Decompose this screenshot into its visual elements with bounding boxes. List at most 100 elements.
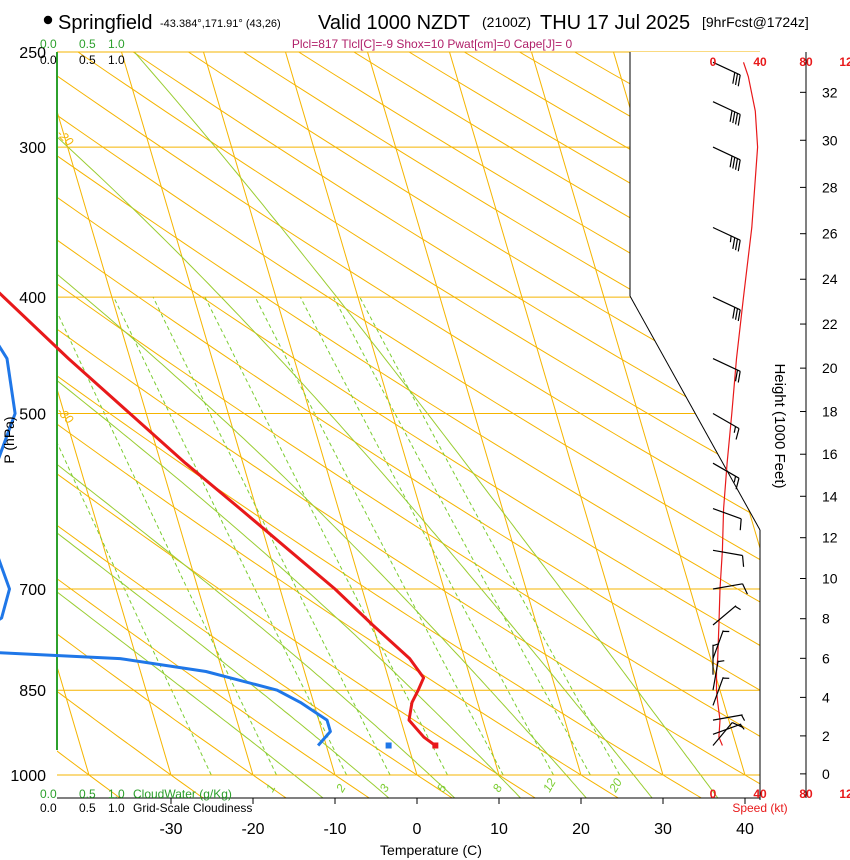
- barb-full: [735, 428, 740, 440]
- mixing-ratio-label: 2: [333, 781, 349, 795]
- dry-adiabat-line: [57, 375, 703, 798]
- barb-full: [735, 478, 740, 490]
- isotherm-line: [0, 52, 7, 775]
- x-tick-label: -10: [323, 821, 346, 838]
- barb-full: [732, 111, 736, 124]
- dry-adiabat-line: [57, 283, 760, 737]
- dry-adiabat-line: [57, 690, 204, 798]
- barb-staff: [712, 677, 724, 706]
- wind-panel-diagonal: [629, 295, 761, 531]
- speed-bottom-tick-label: 0: [710, 787, 717, 801]
- wind-barb: [712, 412, 740, 440]
- x-tick-label: -20: [241, 821, 264, 838]
- barb-staff: [712, 462, 740, 479]
- x-tick-label: 40: [736, 821, 754, 838]
- moist-adiabat-line: [57, 379, 522, 798]
- barb-half: [729, 235, 732, 243]
- dry-adiabat-line: [57, 75, 760, 519]
- dry-adiabat-line: [57, 239, 760, 691]
- barb-half: [733, 476, 737, 483]
- wind-panel-mask: [630, 52, 800, 800]
- cloudiness-top-tick-label: 0.5: [79, 53, 96, 67]
- wind-barb: [712, 358, 741, 383]
- speed-top-tick-label: 12: [839, 55, 850, 69]
- barb-full: [737, 74, 741, 87]
- cloudwater-tick-label: 1.0: [108, 787, 125, 801]
- cloudiness-tick-label: 0.0: [40, 801, 57, 815]
- moist-adiabat-line: [57, 463, 456, 798]
- barb-full: [732, 237, 736, 249]
- wind-barb: [712, 101, 741, 126]
- wind-barb: [712, 226, 741, 252]
- dry-adiabat-line: [57, 473, 537, 798]
- cloudwater-top-tick-label: 0.5: [79, 37, 96, 51]
- pressure-tick-label: 400: [19, 290, 46, 307]
- barb-half: [739, 724, 745, 730]
- barb-full: [737, 240, 741, 252]
- height-tick-label: 24: [822, 271, 838, 287]
- mixing-ratio-label: 8: [490, 781, 506, 794]
- station-coords: -43.384°,171.91° (43,26): [160, 18, 281, 30]
- barb-full: [737, 114, 741, 126]
- barb-half: [722, 677, 730, 679]
- mixing-ratio-line: [359, 296, 621, 776]
- valid-time: Valid 1000 NZDT: [318, 12, 470, 34]
- barb-half: [722, 630, 730, 633]
- wind-speed-profile: [715, 62, 759, 746]
- axes: -30 -20 -10 0 10 20 30 402503004005007008501000…: [10, 37, 850, 838]
- x-tick-label: 0: [413, 821, 422, 838]
- height-tick-label: 12: [822, 530, 838, 546]
- x-tick-label: 20: [572, 821, 590, 838]
- station-name: Springfield: [58, 12, 153, 34]
- barb-staff: [712, 660, 719, 691]
- barb-staff: [712, 358, 741, 372]
- sounding-indices: Plcl=817 Tlcl[C]=-9 Shox=10 Pwat[cm]=0 C…: [292, 37, 573, 51]
- x-tick-label: -30: [159, 821, 182, 838]
- height-tick-label: 8: [822, 611, 830, 627]
- speed-bottom-tick-label: 12: [839, 787, 850, 801]
- barb-full: [734, 158, 739, 170]
- speed-top-tick-label: 40: [753, 55, 767, 69]
- mixing-ratio-line: [57, 310, 277, 776]
- cloudwater-tick-label: 0.0: [40, 787, 57, 801]
- barb-full: [734, 308, 739, 320]
- cloudiness-top-tick-label: 1.0: [108, 53, 125, 67]
- barb-staff: [712, 583, 743, 590]
- barb-full: [729, 155, 733, 168]
- dry-adiabat-line: [243, 52, 760, 365]
- moist-adiabat-line: [134, 52, 719, 798]
- wind-barb: [712, 723, 745, 735]
- forecast-info: [9hrFcst@1724z]: [702, 14, 809, 30]
- barb-full: [737, 309, 741, 322]
- pressure-tick-label: 850: [19, 683, 46, 700]
- barb-staff: [712, 714, 743, 721]
- pressure-tick-label: 300: [19, 140, 46, 157]
- surface-temperature-marker: [432, 742, 439, 749]
- barb-full: [732, 157, 736, 169]
- barb-half: [733, 426, 737, 433]
- barb-staff: [712, 605, 737, 626]
- temperature-trace: [0, 291, 437, 747]
- barb-staff: [712, 723, 742, 735]
- wind-barb: [712, 61, 741, 87]
- mixing-ratio-label: 3: [377, 781, 393, 794]
- mixing-ratio-label: 20: [606, 776, 625, 796]
- x-tick-label: 10: [490, 821, 508, 838]
- wind-barb: [712, 660, 725, 691]
- height-tick-label: 4: [822, 689, 830, 705]
- barb-full: [737, 159, 741, 172]
- speed-top-tick-label: 80: [799, 55, 813, 69]
- mixing-ratio-line: [333, 296, 591, 776]
- dry-adiabat-line: [57, 328, 760, 785]
- barb-full: [741, 555, 745, 567]
- height-tick-label: 2: [822, 728, 830, 744]
- station-dot-icon: [43, 15, 53, 25]
- cloudiness-tick-label: 0.5: [79, 801, 96, 815]
- speed-bottom-tick-label: 40: [753, 787, 767, 801]
- cloudwater-tick-label: 0.5: [79, 787, 96, 801]
- barb-staff: [712, 722, 733, 746]
- cloudwater-top-tick-label: 1.0: [108, 37, 125, 51]
- height-tick-label: 30: [822, 132, 838, 148]
- zulu-time: (2100Z): [482, 14, 531, 30]
